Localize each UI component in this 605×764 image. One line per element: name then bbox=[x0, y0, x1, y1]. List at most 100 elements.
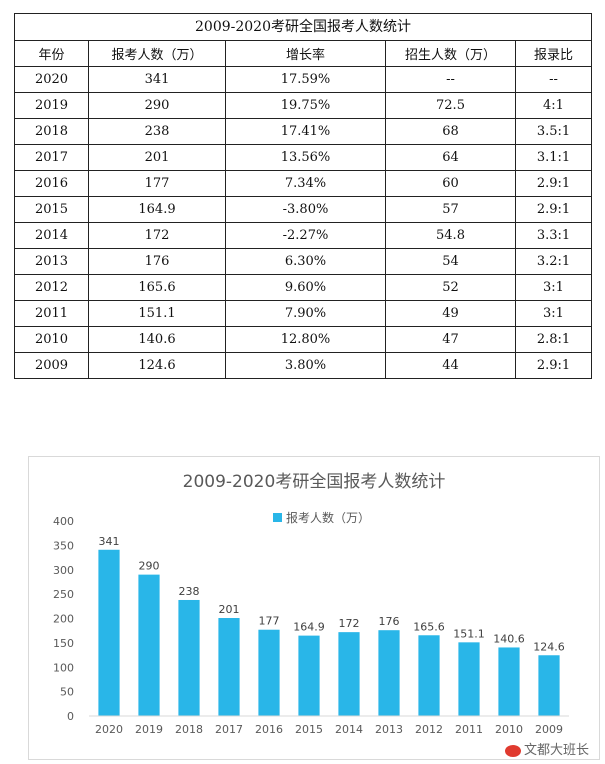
cell-applicants: 140.6 bbox=[88, 326, 226, 353]
cell-applicants: 238 bbox=[88, 118, 226, 145]
cell-ratio: 3:1 bbox=[515, 300, 592, 327]
y-tick-label: 50 bbox=[60, 686, 74, 699]
cell-year: 2010 bbox=[14, 326, 89, 353]
cell-ratio: 4:1 bbox=[515, 92, 592, 119]
chart-container: 2009-2020考研全国报考人数统计 报考人数（万） 0 50 100 150 200… bbox=[28, 456, 600, 760]
table-row: 2020 341 17.59% -- -- bbox=[14, 66, 592, 93]
y-tick-label: 150 bbox=[53, 637, 74, 650]
cell-year: 2018 bbox=[14, 118, 89, 145]
cell-year: 2013 bbox=[14, 248, 89, 275]
x-tick-label: 2017 bbox=[215, 723, 243, 736]
data-label: 172 bbox=[339, 617, 360, 630]
cell-admissions: 60 bbox=[385, 170, 516, 197]
cell-year: 2019 bbox=[14, 92, 89, 119]
cell-growth-rate: 13.56% bbox=[225, 144, 386, 171]
cell-applicants: 165.6 bbox=[88, 274, 226, 301]
cell-applicants: 341 bbox=[88, 66, 226, 93]
watermark-text: 文都大班长 bbox=[523, 743, 589, 758]
data-label: 124.6 bbox=[533, 640, 565, 653]
cell-growth-rate: 6.30% bbox=[225, 248, 386, 275]
cell-applicants: 172 bbox=[88, 222, 226, 249]
bar-2020 bbox=[98, 549, 120, 716]
x-tick-label: 2013 bbox=[375, 723, 403, 736]
cell-admissions: -- bbox=[385, 66, 516, 93]
data-label: 341 bbox=[99, 535, 120, 548]
cell-applicants: 164.9 bbox=[88, 196, 226, 223]
cell-ratio: 2.9:1 bbox=[515, 170, 592, 197]
cell-growth-rate: 17.59% bbox=[225, 66, 386, 93]
table-body: 2020 341 17.59% -- -- 2019 290 19.75% 72.5 4:1 201… bbox=[14, 66, 592, 379]
table-row: 2012 165.6 9.60% 52 3:1 bbox=[14, 274, 592, 301]
cell-ratio: 3.3:1 bbox=[515, 222, 592, 249]
table-row: 2017 201 13.56% 64 3.1:1 bbox=[14, 144, 592, 171]
data-label: 140.6 bbox=[493, 632, 525, 645]
data-label: 177 bbox=[259, 615, 280, 628]
cell-growth-rate: -2.27% bbox=[225, 222, 386, 249]
bar-chart: 2009-2020考研全国报考人数统计 报考人数（万） 0 50 100 150 200… bbox=[53, 472, 569, 736]
bar-2011 bbox=[458, 642, 480, 716]
cell-admissions: 68 bbox=[385, 118, 516, 145]
cell-year: 2014 bbox=[14, 222, 89, 249]
x-axis: 2020 2019 2018 2017 2016 2015 2014 2013 2012 2011… bbox=[89, 715, 569, 736]
header-year: 年份 bbox=[14, 40, 89, 67]
legend-label: 报考人数（万） bbox=[286, 510, 370, 525]
cell-growth-rate: 19.75% bbox=[225, 92, 386, 119]
table-row: 2016 177 7.34% 60 2.9:1 bbox=[14, 170, 592, 197]
x-tick-label: 2016 bbox=[255, 723, 283, 736]
data-label: 290 bbox=[139, 560, 160, 573]
bars bbox=[98, 549, 560, 716]
cell-admissions: 72.5 bbox=[385, 92, 516, 119]
cell-ratio: 2.8:1 bbox=[515, 326, 592, 353]
bar-2018 bbox=[178, 599, 200, 716]
data-label: 151.1 bbox=[453, 627, 485, 640]
table-row: 2011 151.1 7.90% 49 3:1 bbox=[14, 300, 592, 327]
x-tick-label: 2014 bbox=[335, 723, 363, 736]
cell-ratio: 3.2:1 bbox=[515, 248, 592, 275]
y-tick-label: 100 bbox=[53, 661, 74, 674]
cell-ratio: 3.5:1 bbox=[515, 118, 592, 145]
y-tick-label: 250 bbox=[53, 588, 74, 601]
cell-year: 2012 bbox=[14, 274, 89, 301]
cell-ratio: 2.9:1 bbox=[515, 352, 592, 379]
table-row: 2015 164.9 -3.80% 57 2.9:1 bbox=[14, 196, 592, 223]
x-tick-label: 2010 bbox=[495, 723, 523, 736]
cell-growth-rate: 12.80% bbox=[225, 326, 386, 353]
cell-applicants: 201 bbox=[88, 144, 226, 171]
data-label: 238 bbox=[179, 585, 200, 598]
header-ratio: 报录比 bbox=[515, 40, 592, 67]
cell-year: 2016 bbox=[14, 170, 89, 197]
cell-year: 2011 bbox=[14, 300, 89, 327]
table-row: 2013 176 6.30% 54 3.2:1 bbox=[14, 248, 592, 275]
header-admissions: 招生人数（万） bbox=[385, 40, 516, 67]
x-tick-label: 2009 bbox=[535, 723, 563, 736]
table-row: 2010 140.6 12.80% 47 2.8:1 bbox=[14, 326, 592, 353]
cell-admissions: 54 bbox=[385, 248, 516, 275]
cell-admissions: 49 bbox=[385, 300, 516, 327]
cell-growth-rate: 7.34% bbox=[225, 170, 386, 197]
cell-ratio: 3.1:1 bbox=[515, 144, 592, 171]
cell-ratio: -- bbox=[515, 66, 592, 93]
bar-2014 bbox=[338, 632, 360, 716]
cell-ratio: 3:1 bbox=[515, 274, 592, 301]
cell-year: 2020 bbox=[14, 66, 89, 93]
cell-year: 2015 bbox=[14, 196, 89, 223]
y-tick-label: 200 bbox=[53, 613, 74, 626]
cell-applicants: 290 bbox=[88, 92, 226, 119]
table-row: 2018 238 17.41% 68 3.5:1 bbox=[14, 118, 592, 145]
table-title: 2009-2020考研全国报考人数统计 bbox=[14, 13, 592, 40]
header-growth-rate: 增长率 bbox=[225, 40, 386, 67]
cell-growth-rate: 7.90% bbox=[225, 300, 386, 327]
cell-applicants: 176 bbox=[88, 248, 226, 275]
cell-admissions: 47 bbox=[385, 326, 516, 353]
cell-applicants: 151.1 bbox=[88, 300, 226, 327]
x-tick-label: 2020 bbox=[95, 723, 123, 736]
y-tick-label: 300 bbox=[53, 564, 74, 577]
bar-2009 bbox=[538, 655, 560, 716]
bar-2010 bbox=[498, 647, 520, 716]
table-row: 2014 172 -2.27% 54.8 3.3:1 bbox=[14, 222, 592, 249]
legend-swatch bbox=[273, 513, 282, 522]
x-tick-label: 2011 bbox=[455, 723, 483, 736]
bar-2016 bbox=[258, 629, 280, 716]
table-row: 2019 290 19.75% 72.5 4:1 bbox=[14, 92, 592, 119]
bar-2019 bbox=[138, 574, 160, 716]
